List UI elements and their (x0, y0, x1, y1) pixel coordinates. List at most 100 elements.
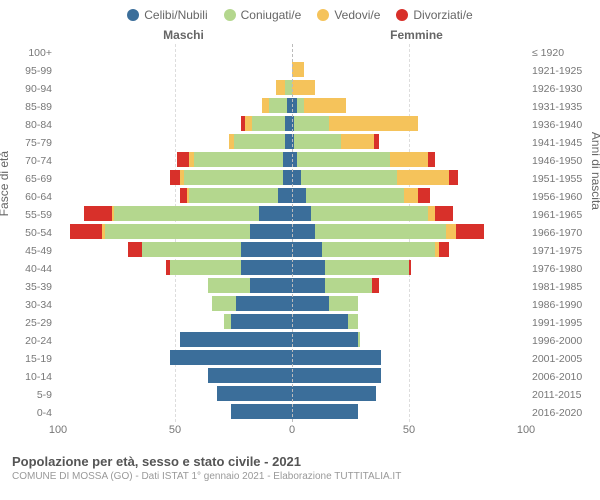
birth-year-label: 1956-1960 (526, 191, 588, 203)
segment (184, 170, 282, 185)
birth-year-label: 1951-1955 (526, 173, 588, 185)
row-bars (58, 296, 526, 314)
male-bar (58, 170, 292, 185)
segment (428, 206, 435, 221)
segment (292, 278, 325, 293)
age-label: 15-19 (12, 353, 58, 365)
male-bar (58, 224, 292, 239)
age-label: 45-49 (12, 245, 58, 257)
row-bars (58, 116, 526, 134)
segment (283, 170, 292, 185)
segment (341, 134, 374, 149)
segment (292, 224, 315, 239)
age-label: 35-39 (12, 281, 58, 293)
pyramid-row: 85-891931-1935 (12, 98, 588, 116)
segment (294, 116, 329, 131)
row-bars (58, 206, 526, 224)
legend-swatch (317, 9, 329, 21)
pyramid-row: 60-641956-1960 (12, 188, 588, 206)
x-axis: 10050050100 (12, 424, 588, 440)
segment (358, 332, 360, 347)
male-label: Maschi (12, 28, 300, 42)
row-bars (58, 242, 526, 260)
pyramid-row: 65-691951-1955 (12, 170, 588, 188)
segment (292, 188, 306, 203)
segment (292, 296, 329, 311)
segment (245, 116, 252, 131)
row-bars (58, 314, 526, 332)
chart-subtitle: COMUNE DI MOSSA (GO) - Dati ISTAT 1° gen… (12, 471, 588, 482)
birth-year-label: 2011-2015 (526, 389, 588, 401)
row-bars (58, 260, 526, 278)
segment (397, 170, 448, 185)
pyramid-row: 20-241996-2000 (12, 332, 588, 350)
segment (297, 152, 391, 167)
female-bar (292, 152, 526, 167)
female-bar (292, 116, 526, 131)
segment (269, 98, 288, 113)
segment (180, 188, 187, 203)
segment (325, 278, 372, 293)
segment (234, 134, 285, 149)
male-bar (58, 278, 292, 293)
segment (435, 206, 454, 221)
pyramid-row: 70-741946-1950 (12, 152, 588, 170)
age-label: 90-94 (12, 83, 58, 95)
age-label: 25-29 (12, 317, 58, 329)
x-tick-label: 50 (403, 424, 415, 436)
segment (170, 170, 179, 185)
segment (259, 206, 292, 221)
segment (252, 116, 285, 131)
segment (449, 170, 458, 185)
birth-year-label: 1981-1985 (526, 281, 588, 293)
segment (325, 260, 409, 275)
row-bars (58, 188, 526, 206)
pyramid-row: 25-29 1991-1995 (12, 314, 588, 332)
y-left-axis-title: Fasce di età (0, 151, 11, 216)
segment (212, 296, 235, 311)
pyramid-row: 75-791941-1945 (12, 134, 588, 152)
female-bar (292, 62, 526, 77)
segment (217, 386, 292, 401)
segment (439, 242, 448, 257)
birth-year-label: 2006-2010 (526, 371, 588, 383)
female-bar (292, 206, 526, 221)
female-bar (292, 224, 526, 239)
segment (428, 152, 435, 167)
segment (250, 224, 292, 239)
pyramid-row: 95-991921-1925 (12, 62, 588, 80)
female-bar (292, 368, 526, 383)
pyramid-row: 45-491971-1975 (12, 242, 588, 260)
male-bar (58, 368, 292, 383)
segment (224, 314, 231, 329)
male-bar (58, 296, 292, 311)
male-bar (58, 332, 292, 347)
birth-year-label: 1991-1995 (526, 317, 588, 329)
female-bar (292, 350, 526, 365)
male-bar (58, 260, 292, 275)
birth-year-label: 2016-2020 (526, 407, 588, 419)
birth-year-label: 1976-1980 (526, 263, 588, 275)
segment (231, 314, 292, 329)
pyramid-row: 50-541966-1970 (12, 224, 588, 242)
plot-area: Fasce di età Anni di nascita 100+≤ 19209… (12, 44, 588, 440)
segment (262, 98, 269, 113)
male-bar (58, 188, 292, 203)
legend-item: Vedovi/e (317, 8, 380, 22)
age-label: 10-14 (12, 371, 58, 383)
segment (283, 152, 292, 167)
row-bars (58, 62, 526, 80)
gender-labels: Maschi Femmine (12, 28, 588, 42)
pyramid-row: 30-341986-1990 (12, 296, 588, 314)
segment (241, 242, 292, 257)
pyramid-row: 90-941926-1930 (12, 80, 588, 98)
segment (292, 62, 304, 77)
segment (250, 278, 292, 293)
x-ticks: 10050050100 (58, 424, 526, 440)
row-bars (58, 80, 526, 98)
row-bars (58, 332, 526, 350)
legend-swatch (224, 9, 236, 21)
segment (315, 224, 446, 239)
age-label: 70-74 (12, 155, 58, 167)
age-label: 5-9 (12, 389, 58, 401)
